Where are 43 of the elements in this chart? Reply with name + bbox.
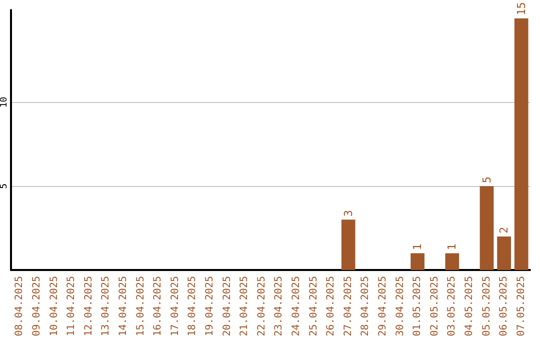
bar (514, 18, 528, 270)
x-tick-label: 14.04.2025 (118, 276, 129, 336)
data-label: 1 (446, 244, 459, 250)
x-tick-label: 26.04.2025 (326, 276, 337, 336)
x-tick-label: 05.05.2025 (481, 276, 492, 336)
data-label: 2 (498, 226, 511, 234)
x-tick-label: 20.04.2025 (222, 276, 233, 336)
x-tick-label: 06.05.2025 (498, 276, 510, 336)
x-tick-label: 09.04.2025 (31, 276, 42, 336)
x-tick-label: 22.04.2025 (256, 276, 268, 336)
data-label: 1 (411, 244, 424, 250)
x-tick-label: 04.05.2025 (464, 276, 475, 336)
bar (410, 253, 424, 270)
x-tick-label: 08.04.2025 (14, 276, 26, 336)
x-tick-label: 27.04.2025 (342, 276, 354, 336)
x-tick-label: 23.04.2025 (274, 276, 285, 336)
x-tick-label: 24.04.2025 (290, 276, 302, 336)
x-tick-label: 18.04.2025 (187, 276, 198, 336)
x-tick-label: 02.05.2025 (429, 276, 440, 336)
x-tick-label: 01.05.2025 (412, 276, 424, 336)
x-tick-label: 16.04.2025 (152, 276, 164, 336)
bar (445, 253, 460, 270)
x-tick-label: 10.04.2025 (48, 276, 60, 336)
x-tick-label: 12.04.2025 (83, 276, 94, 336)
bar (497, 236, 511, 270)
x-tick-label: 30.04.2025 (394, 276, 406, 336)
x-tick-label: 03.05.2025 (446, 276, 458, 336)
x-tick-label: 07.05.2025 (516, 276, 527, 336)
x-tick-label: 25.04.2025 (308, 276, 320, 336)
x-tick-label: 21.04.2025 (239, 276, 250, 336)
data-label: 3 (342, 210, 355, 217)
data-label: 15 (514, 2, 528, 16)
x-tick-label: 19.04.2025 (204, 276, 216, 336)
bar (341, 220, 356, 270)
x-tick-label: 28.04.2025 (360, 276, 372, 336)
data-label: 5 (480, 176, 494, 184)
y-tick-label: 10 (0, 96, 10, 108)
bar (480, 186, 494, 270)
x-tick-label: 17.04.2025 (170, 276, 181, 336)
x-tick-label: 15.04.2025 (135, 276, 146, 336)
x-tick-label: 29.04.2025 (377, 276, 388, 336)
x-tick-label: 11.04.2025 (66, 276, 78, 336)
x-tick-label: 13.04.2025 (100, 276, 112, 336)
